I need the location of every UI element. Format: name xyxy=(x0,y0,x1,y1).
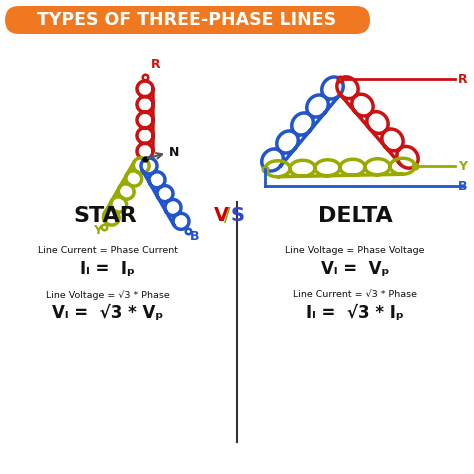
Text: STAR: STAR xyxy=(73,206,137,226)
Text: Y: Y xyxy=(458,159,467,173)
FancyBboxPatch shape xyxy=(5,6,370,34)
Text: Y: Y xyxy=(93,225,102,237)
Text: TYPES OF THREE-PHASE LINES: TYPES OF THREE-PHASE LINES xyxy=(37,11,337,29)
Text: Iₗ =  Iₚ: Iₗ = Iₚ xyxy=(81,260,136,278)
Text: DELTA: DELTA xyxy=(318,206,392,226)
Text: Vₗ =  Vₚ: Vₗ = Vₚ xyxy=(321,260,389,278)
Text: Line Voltage = √3 * Phase: Line Voltage = √3 * Phase xyxy=(46,290,170,300)
Text: V: V xyxy=(214,206,229,225)
Text: Iₗ =  √3 * Iₚ: Iₗ = √3 * Iₚ xyxy=(306,304,404,322)
Text: R: R xyxy=(151,58,161,71)
Text: R: R xyxy=(458,73,468,85)
Text: S: S xyxy=(231,206,245,225)
Text: B: B xyxy=(458,180,467,192)
Text: N: N xyxy=(169,146,179,158)
Text: B: B xyxy=(190,230,200,243)
Text: /: / xyxy=(224,206,231,225)
Text: Line Voltage = Phase Voltage: Line Voltage = Phase Voltage xyxy=(285,246,425,255)
Text: Line Current = √3 * Phase: Line Current = √3 * Phase xyxy=(293,290,417,299)
Text: Vₗ =  √3 * Vₚ: Vₗ = √3 * Vₚ xyxy=(52,304,164,322)
Text: Line Current = Phase Current: Line Current = Phase Current xyxy=(38,246,178,255)
